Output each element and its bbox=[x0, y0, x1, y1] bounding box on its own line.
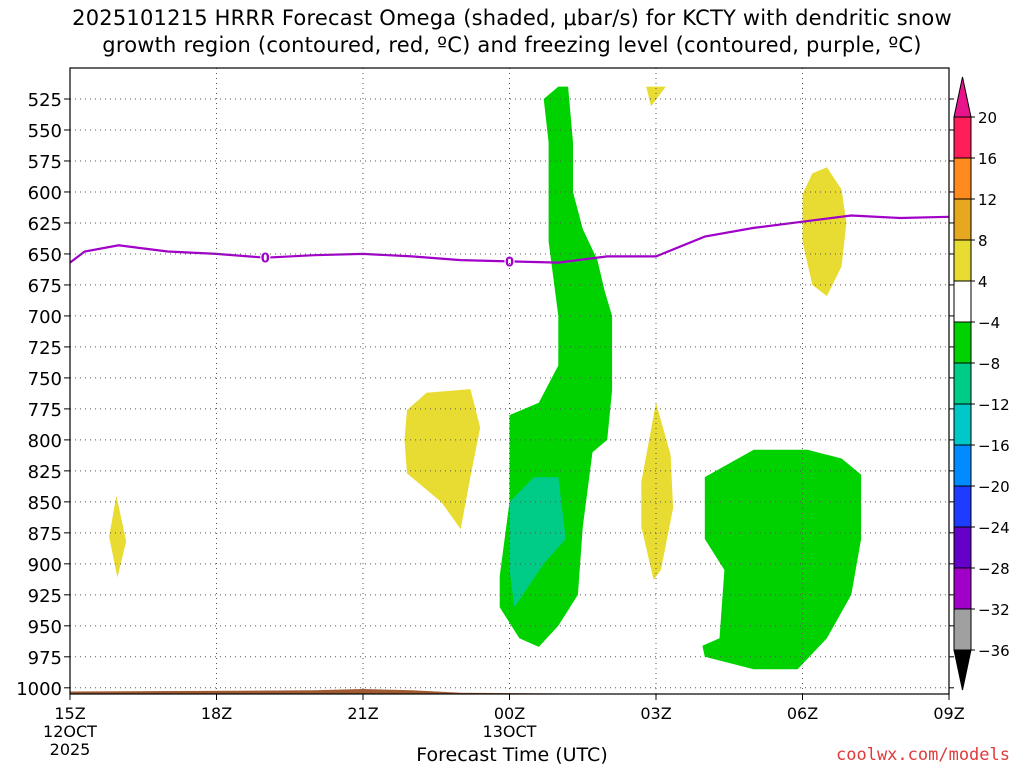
y-tick-label: 925 bbox=[28, 586, 62, 607]
colorbar-label: −16 bbox=[978, 437, 1010, 455]
y-tick-label: 750 bbox=[28, 369, 62, 390]
colorbar-label: −8 bbox=[978, 355, 1000, 373]
y-tick-label: 650 bbox=[28, 245, 62, 266]
colorbar-label: 8 bbox=[978, 232, 988, 250]
colorbar-segment bbox=[953, 198, 972, 241]
y-tick-label: 575 bbox=[28, 152, 62, 173]
x-tick-label: 00Z 13OCT bbox=[483, 704, 537, 741]
x-tick-label: 03Z bbox=[640, 704, 671, 723]
omega-region-6 bbox=[509, 477, 566, 608]
y-tick-label: 525 bbox=[28, 90, 62, 111]
colorbar-label: 20 bbox=[978, 109, 997, 127]
y-tick-label: 725 bbox=[28, 338, 62, 359]
y-tick-label: 700 bbox=[28, 307, 62, 328]
colorbar-arrow-bottom bbox=[953, 649, 972, 691]
freezing-level-label: 0 bbox=[505, 255, 514, 270]
omega-region-0 bbox=[646, 86, 666, 107]
omega-region-2 bbox=[404, 389, 481, 530]
colorbar-segment bbox=[953, 280, 972, 323]
freezing-level-label: 0 bbox=[261, 252, 270, 267]
x-axis-title: Forecast Time (UTC) bbox=[416, 744, 608, 766]
colorbar-segment bbox=[953, 485, 972, 528]
colorbar-segment bbox=[953, 157, 972, 200]
colorbar-segment bbox=[953, 526, 972, 569]
chart-title-line-2: growth region (contoured, red, ºC) and f… bbox=[102, 33, 922, 57]
omega-region-4 bbox=[641, 402, 674, 580]
y-tick-label: 600 bbox=[28, 183, 62, 204]
colorbar-segment bbox=[953, 567, 972, 610]
omega-region-7 bbox=[702, 449, 862, 670]
y-tick-label: 900 bbox=[28, 555, 62, 576]
colorbar-segment bbox=[953, 321, 972, 364]
colorbar-label: −24 bbox=[978, 519, 1010, 537]
x-tick-label: 21Z bbox=[347, 704, 378, 723]
y-tick-label: 825 bbox=[28, 462, 62, 483]
y-tick-label: 550 bbox=[28, 121, 62, 142]
watermark: coolwx.com/models bbox=[836, 745, 1010, 765]
colorbar-segment bbox=[953, 608, 972, 651]
colorbar-segment bbox=[953, 403, 972, 446]
y-tick-label: 950 bbox=[28, 617, 62, 638]
x-tick-label: 15Z 12OCT 2025 bbox=[43, 704, 97, 759]
y-tick-label: 775 bbox=[28, 400, 62, 421]
colorbar-label: 12 bbox=[978, 191, 997, 209]
y-tick-label: 675 bbox=[28, 276, 62, 297]
omega-region-1 bbox=[802, 167, 847, 297]
colorbar-segment bbox=[953, 239, 972, 282]
x-tick-label: 09Z bbox=[933, 704, 964, 723]
colorbar-label: −20 bbox=[978, 478, 1010, 496]
colorbar-segment bbox=[953, 362, 972, 405]
colorbar-label: −12 bbox=[978, 396, 1010, 414]
chart-title-line-1: 2025101215 HRRR Forecast Omega (shaded, … bbox=[72, 6, 952, 30]
terrain-band bbox=[70, 689, 949, 694]
omega-region-3 bbox=[109, 495, 127, 578]
colorbar-segment bbox=[953, 444, 972, 487]
colorbar-label: −36 bbox=[978, 642, 1010, 660]
colorbar-arrow-top bbox=[953, 76, 972, 118]
colorbar-label: 4 bbox=[978, 273, 988, 291]
y-tick-label: 975 bbox=[28, 648, 62, 669]
y-tick-label: 875 bbox=[28, 524, 62, 545]
y-tick-label: 800 bbox=[28, 431, 62, 452]
x-tick-label: 06Z bbox=[787, 704, 818, 723]
y-tick-label: 850 bbox=[28, 493, 62, 514]
y-tick-label: 625 bbox=[28, 214, 62, 235]
colorbar-label: −28 bbox=[978, 560, 1010, 578]
colorbar-label: 16 bbox=[978, 150, 997, 168]
x-tick-label: 18Z bbox=[201, 704, 232, 723]
colorbar-segment bbox=[953, 116, 972, 159]
y-tick-label: 1000 bbox=[16, 679, 62, 700]
colorbar-label: −4 bbox=[978, 314, 1000, 332]
colorbar-label: −32 bbox=[978, 601, 1010, 619]
